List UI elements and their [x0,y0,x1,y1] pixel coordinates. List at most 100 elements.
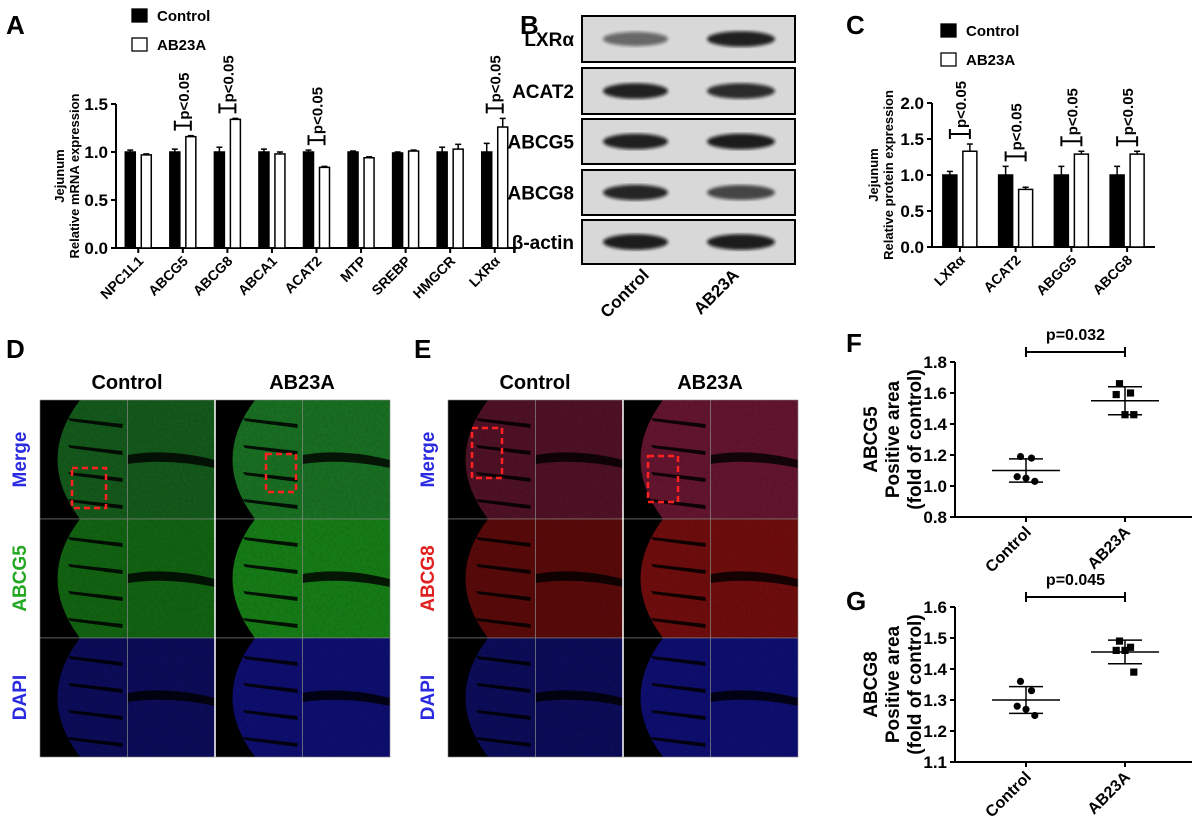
column-title: AB23A [677,372,743,394]
data-point [1013,702,1021,710]
y-tick-label: 1.0 [900,166,924,185]
y-axis-label: Positive area [883,380,904,498]
panel-label-g: G [846,586,866,616]
legend-label: AB23A [157,37,206,54]
zoom-region-box [470,426,504,480]
x-tick-label: AB23A [1085,768,1134,817]
texture [623,519,711,638]
y-tick-label: 1.5 [923,629,947,648]
significance-label: p<0.05 [953,81,970,128]
texture [710,519,798,638]
significance-label: p<0.05 [1120,88,1137,135]
panel-label-f: F [846,328,862,358]
bar-chart-a: 0.0 0.5 1.0 1.5 Jejunum Relative mRNA express… [52,8,517,302]
x-tick-label: HMGCR [410,253,459,302]
x-tick-label: MTP [337,253,369,285]
data-point [1031,477,1039,485]
data-point [1121,411,1129,419]
p-value-label: p=0.045 [1046,572,1105,589]
y-axis-label: Relative protein expression [881,90,896,260]
protein-band [707,234,775,250]
data-point [1027,687,1036,695]
y-tick-label: 1.0 [84,143,108,162]
data-point [1115,637,1124,645]
data-point [1112,390,1120,399]
bar-control [1109,174,1125,248]
column-title: Control [91,372,162,394]
texture [127,519,215,638]
western-blot-panel: LXRα ACAT2 ABCG5 ABCG8 β-actin Control AB23A [507,15,796,322]
row-label: DAPI [418,675,439,720]
y-tick-label: 0.0 [84,239,108,258]
bar-control [302,151,315,249]
bar-control [942,174,958,248]
texture [535,400,623,519]
data-point [1022,474,1030,482]
texture [215,519,303,638]
texture [302,400,390,519]
x-tick-label: NPC1L1 [97,253,146,302]
data-point [1130,411,1138,419]
y-axis-label: (fold of control) [905,369,926,509]
legend-swatch-ab23a [131,37,148,52]
panel-label-a: A [6,10,25,40]
row-label: Merge [10,432,31,488]
data-point [1027,454,1036,462]
bar-control [169,151,181,249]
y-tick-label: 0.0 [900,238,924,257]
protein-band [603,83,668,99]
y-tick-label: 1.8 [923,353,947,372]
row-label: ABCG8 [418,545,439,612]
bar-ab23a [1129,153,1145,248]
texture [215,638,303,757]
protein-band [603,184,668,201]
dot-plot-g: 1.1 1.2 1.3 1.4 1.5 1.6 ABCG8 Positive area (fol… [861,572,1192,821]
x-tick-label: Control [983,524,1035,576]
row-label: ABCG5 [10,545,31,612]
texture [302,638,390,757]
significance-label: p<0.05 [310,87,327,134]
bar-ab23a [452,148,464,249]
zoom-region-box [70,466,108,510]
x-tick-label: ABCA1 [235,253,281,299]
legend-swatch-ab23a [940,52,957,67]
data-point [1016,452,1025,461]
protein-band [603,133,668,150]
significance-label: p<0.05 [220,55,237,102]
significance-label: p<0.05 [488,55,505,102]
texture [40,638,128,757]
legend-label: Control [966,23,1019,40]
protein-band [707,83,775,99]
legend-label: AB23A [966,52,1015,69]
y-tick-label: 1.5 [84,95,108,114]
bar-control [391,152,404,249]
y-tick-label: 1.5 [900,130,924,149]
x-tick-label: ABGG5 [1033,252,1080,299]
significance-bracket [1116,136,1139,147]
significance-label: p<0.05 [176,73,193,120]
significance-bracket [1025,347,1126,357]
texture [40,519,128,638]
lane-label: Control [597,265,653,321]
data-point [1126,643,1135,651]
p-value-label: p=0.032 [1046,327,1105,344]
legend-swatch-control [131,8,148,23]
x-tick-label: LXRα [931,252,968,289]
bar-control [347,151,359,249]
bar-chart-c: 0.0 0.5 1.0 1.5 2.0 Jejunum Relative protein e… [866,23,1155,298]
micrograph-border [710,637,799,758]
x-tick-label: Control [983,769,1035,821]
x-tick-label: SREBP [368,253,413,298]
significance-bracket [1004,151,1027,162]
row-label: Merge [418,432,439,488]
bar-ab23a [962,150,978,248]
significance-bracket [218,103,237,114]
bar-control [213,151,226,249]
zoom-region-box [264,452,298,494]
y-tick-label: 1.4 [923,415,947,434]
bar-ab23a [496,126,509,249]
bar-control [997,174,1014,248]
protein-band [707,133,775,150]
